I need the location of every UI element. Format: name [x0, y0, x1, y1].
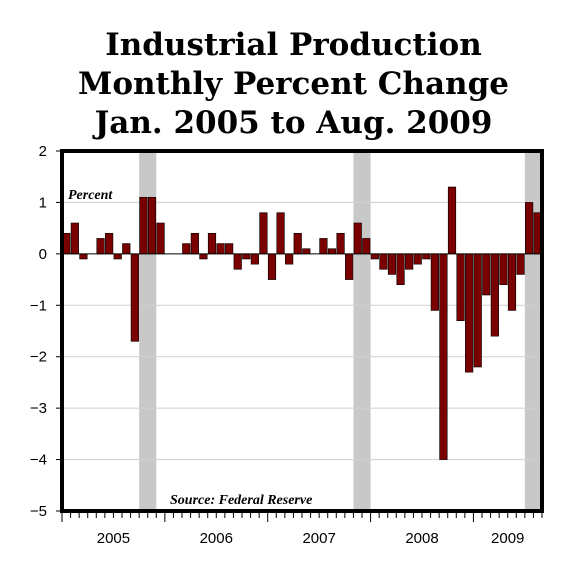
recession-shade-2	[353, 151, 371, 511]
x-tick-label: 2005	[97, 530, 130, 547]
bar	[516, 253, 525, 275]
plot-frame	[60, 149, 544, 513]
bar	[190, 232, 199, 255]
bar	[490, 253, 499, 337]
bar	[379, 253, 388, 270]
bar	[182, 243, 191, 255]
chart-title: Industrial Production Monthly Percent Ch…	[0, 26, 587, 143]
bar	[139, 196, 148, 255]
bar	[199, 253, 208, 260]
bar	[105, 232, 114, 255]
bar	[396, 253, 405, 286]
x-tick-label: 2009	[491, 530, 524, 547]
bar	[430, 253, 439, 311]
y-tick-label: −3	[30, 400, 47, 417]
bar	[156, 222, 165, 255]
y-tick-label: −4	[30, 452, 47, 469]
bar	[267, 253, 277, 280]
bar	[465, 253, 474, 373]
x-axis: 2005 2006 2007 2008 2009	[61, 513, 543, 547]
title-line-1: Industrial Production	[105, 27, 482, 63]
bar	[353, 222, 362, 255]
bar	[293, 232, 302, 255]
bar	[233, 253, 242, 270]
title-line-2: Monthly Percent Change	[78, 66, 509, 102]
bar	[370, 253, 379, 260]
bar	[302, 248, 311, 255]
gridlines	[62, 201, 542, 461]
y-tick-label: 1	[39, 194, 47, 211]
bar	[79, 253, 88, 260]
bar	[250, 253, 259, 265]
bar	[147, 196, 157, 255]
x-tick-label: 2006	[200, 530, 233, 547]
bar	[319, 238, 328, 255]
y-tick-label: −1	[30, 297, 47, 314]
y-tick-label: −5	[30, 503, 47, 520]
bars-group	[62, 186, 542, 460]
bar	[525, 202, 534, 255]
y-tick-label: −2	[30, 349, 47, 366]
bar	[336, 232, 345, 255]
bar	[422, 253, 431, 260]
y-axis: 2 1 0 −1 −2 −3 −4 −5	[30, 143, 62, 520]
y-axis-label: Percent	[68, 188, 113, 203]
bar	[405, 253, 414, 270]
bar	[362, 238, 371, 255]
bar	[456, 253, 465, 322]
bar	[225, 243, 234, 255]
bar	[345, 253, 354, 280]
bar	[96, 238, 105, 255]
bar	[130, 253, 139, 342]
title-line-3: Jan. 2005 to Aug. 2009	[94, 105, 493, 141]
source-note: Source: Federal Reserve	[170, 493, 312, 508]
y-tick-label: 0	[39, 246, 47, 263]
bar	[122, 243, 131, 255]
bar	[447, 186, 457, 255]
bar	[113, 253, 122, 260]
bar	[499, 253, 508, 286]
bar	[413, 253, 422, 265]
bar	[259, 212, 268, 255]
x-tick-label: 2008	[405, 530, 438, 547]
bar	[70, 222, 79, 255]
bar	[439, 253, 448, 460]
bar	[507, 253, 517, 311]
bar	[387, 253, 397, 275]
bar	[285, 253, 294, 265]
x-tick-label: 2007	[302, 530, 335, 547]
bar	[242, 253, 251, 260]
bar	[216, 243, 225, 255]
y-tick-label: 2	[39, 143, 47, 160]
bar	[473, 253, 482, 368]
bar	[327, 248, 337, 255]
bar	[276, 212, 285, 255]
bar	[482, 253, 491, 296]
bar	[207, 232, 217, 255]
